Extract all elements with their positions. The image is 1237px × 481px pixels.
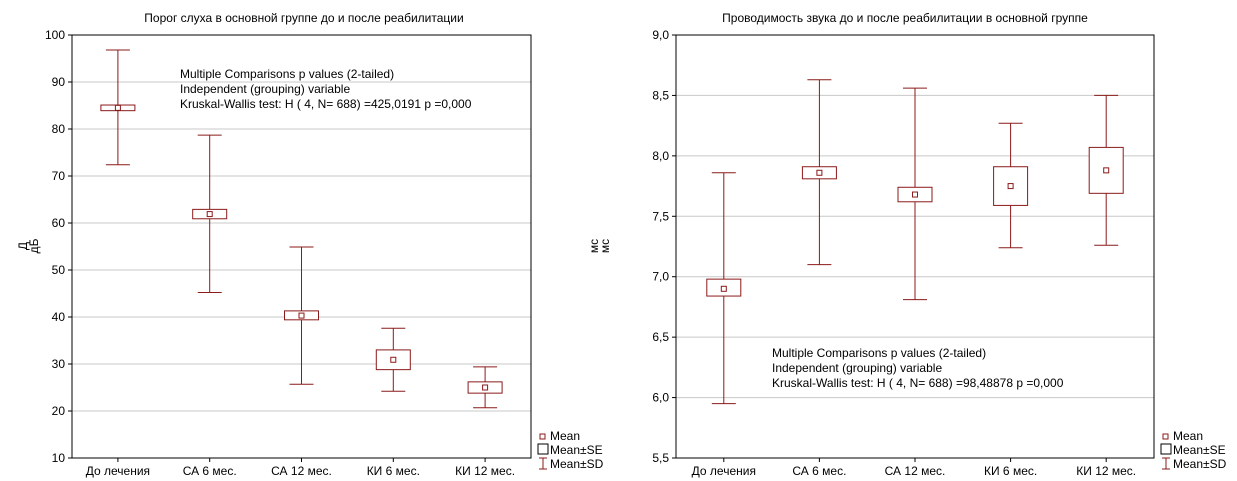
chart-1: 10 20 30 40 50 60 70 80 90 100 До лечения СА 6 мес.…	[16, 11, 604, 478]
x-tick-label: КИ 6 мес.	[367, 464, 420, 478]
x-tick-label: КИ 6 мес.	[984, 464, 1037, 478]
legend-sd-label: Mean±SD	[550, 457, 604, 471]
mean-marker	[482, 384, 489, 391]
mean-marker	[720, 285, 727, 292]
y-tick-label: 6,5	[652, 330, 669, 344]
chart-title: Порог слуха в основной группе до и после…	[144, 11, 463, 25]
stat-annotation-line: Multiple Comparisons p values (2-tailed)	[772, 346, 986, 360]
legend-mean-marker	[1162, 433, 1169, 440]
y-tick-label: 7,5	[652, 209, 669, 223]
y-tick-label: 90	[52, 75, 66, 89]
legend-se-label: Mean±SE	[550, 443, 603, 457]
mean-marker	[816, 169, 823, 176]
legend-mean-label: Mean	[550, 429, 580, 443]
mean-marker	[1007, 183, 1014, 190]
x-tick-label: До лечения	[86, 464, 150, 478]
legend-se-box	[1160, 443, 1172, 455]
x-tick-label: До лечения	[692, 464, 756, 478]
mean-marker	[1103, 167, 1110, 174]
y-tick-label: 7,0	[652, 270, 669, 284]
y-tick-label: 8,5	[652, 88, 669, 102]
y-tick-label: 20	[52, 404, 66, 418]
mean-marker	[298, 312, 305, 319]
x-tick-label: СА 6 мес.	[792, 464, 846, 478]
y-tick-label: 70	[52, 169, 66, 183]
stat-annotation-line: Multiple Comparisons p values (2-tailed)	[180, 67, 394, 81]
y-axis-label-top: мс	[587, 239, 601, 253]
stat-annotation-line: Independent (grouping) variable	[180, 82, 350, 96]
chart-2: 5,5 6,0 6,5 7,0 7,5 8,0 8,5 9,0 До лечения СА 6 м…	[587, 11, 1227, 478]
mean-marker	[390, 356, 397, 363]
y-tick-label: 8,0	[652, 149, 669, 163]
stat-annotation-line: Kruskal-Wallis test: H ( 4, N= 688) =425…	[180, 97, 472, 111]
y-axis-label-top: Д	[16, 242, 30, 250]
x-tick-label: КИ 12 мес.	[455, 464, 515, 478]
x-tick-label: СА 12 мес.	[885, 464, 946, 478]
y-axis-label-bottom: мс	[598, 239, 612, 253]
stat-annotation-line: Independent (grouping) variable	[772, 361, 942, 375]
x-tick-label: КИ 12 мес.	[1076, 464, 1136, 478]
y-axis-label: ДдБ	[16, 238, 41, 253]
y-tick-label: 30	[52, 357, 66, 371]
chart-title: Проводимость звука до и после реабилитац…	[722, 11, 1088, 25]
stat-annotation-line: Kruskal-Wallis test: H ( 4, N= 688) =98,…	[772, 376, 1064, 390]
y-tick-label: 50	[52, 263, 66, 277]
legend-sd-label: Mean±SD	[1173, 457, 1227, 471]
mean-marker	[114, 104, 121, 111]
y-tick-label: 10	[52, 451, 66, 465]
legend-mean-label: Mean	[1173, 429, 1203, 443]
mean-marker	[206, 211, 213, 218]
legend-se-label: Mean±SE	[1173, 443, 1226, 457]
y-tick-label: 80	[52, 122, 66, 136]
y-tick-label: 6,0	[652, 391, 669, 405]
legend-mean-marker	[539, 433, 546, 440]
y-tick-label: 40	[52, 310, 66, 324]
mean-marker	[912, 191, 918, 198]
y-tick-label: 5,5	[652, 451, 669, 465]
y-tick-label: 60	[52, 216, 66, 230]
x-tick-label: СА 6 мес.	[183, 464, 237, 478]
y-axis-label-bottom: дБ	[27, 238, 41, 253]
y-tick-label: 100	[45, 28, 65, 42]
x-tick-label: СА 12 мес.	[271, 464, 332, 478]
y-tick-label: 9,0	[652, 28, 669, 42]
legend-se-box	[537, 443, 549, 455]
